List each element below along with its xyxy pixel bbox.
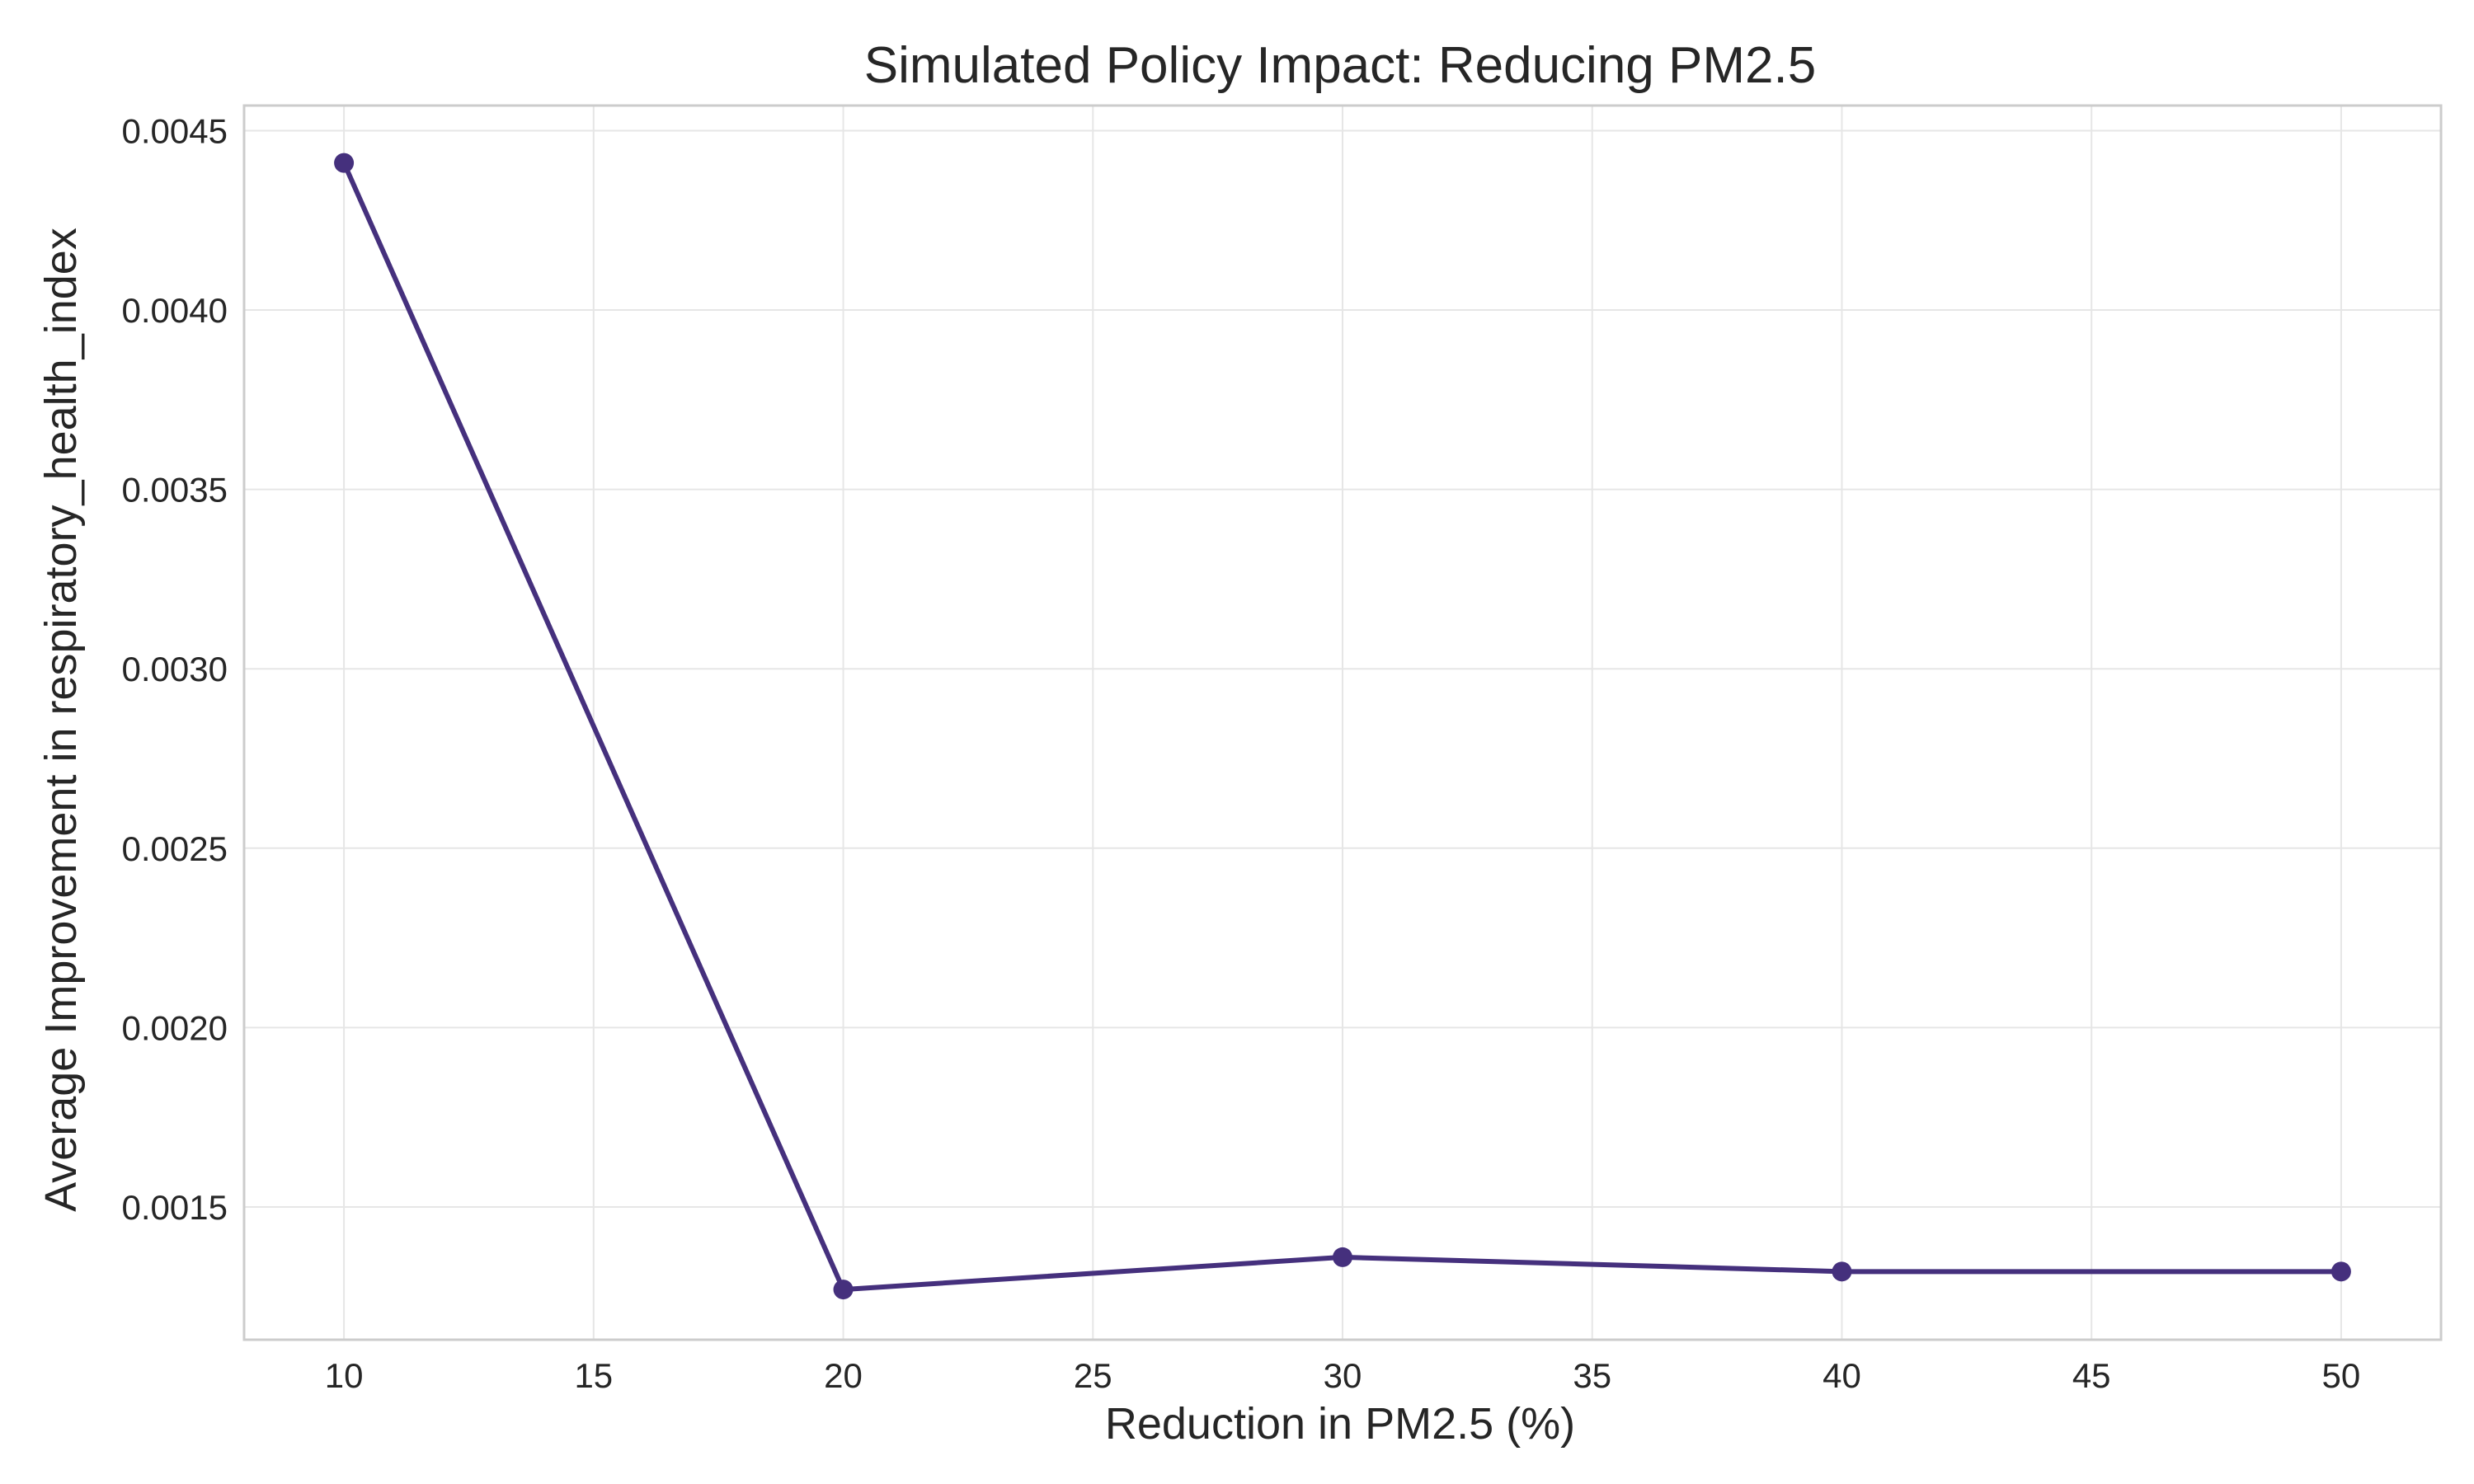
data-point <box>2331 1261 2351 1282</box>
x-tick-label: 15 <box>574 1356 613 1395</box>
x-tick-labels: 10 15 20 25 30 35 40 45 50 <box>325 1356 2361 1395</box>
x-tick-label: 30 <box>1324 1356 1362 1395</box>
y-axis-label: Average Improvement in respiratory_healt… <box>36 228 86 1212</box>
x-axis-label: Reduction in PM2.5 (%) <box>1105 1399 1575 1449</box>
x-tick-label: 35 <box>1573 1356 1611 1395</box>
y-tick-label: 0.0040 <box>122 291 228 330</box>
data-point <box>1832 1261 1852 1282</box>
y-tick-label: 0.0045 <box>122 111 228 150</box>
y-tick-labels: 0.0015 0.0020 0.0025 0.0030 0.0035 0.0040 0.00… <box>122 111 228 1227</box>
series-group <box>334 153 2351 1300</box>
x-tick-label: 45 <box>2072 1356 2111 1395</box>
x-tick-label: 20 <box>824 1356 863 1395</box>
y-tick-label: 0.0015 <box>122 1188 228 1227</box>
data-point <box>334 153 355 173</box>
y-gridlines <box>244 129 2441 1208</box>
y-tick-label: 0.0025 <box>122 829 228 868</box>
x-tick-label: 40 <box>1823 1356 1861 1395</box>
y-tick-label: 0.0020 <box>122 1008 228 1047</box>
data-point <box>833 1280 854 1300</box>
x-tick-label: 10 <box>325 1356 364 1395</box>
y-tick-label: 0.0030 <box>122 650 228 688</box>
x-tick-label: 50 <box>2322 1356 2361 1395</box>
chart-title: Simulated Policy Impact: Reducing PM2.5 <box>864 37 1816 94</box>
data-point <box>1333 1247 1352 1267</box>
x-tick-label: 25 <box>1074 1356 1112 1395</box>
y-tick-label: 0.0035 <box>122 471 228 510</box>
plot-frame <box>242 104 2443 1341</box>
